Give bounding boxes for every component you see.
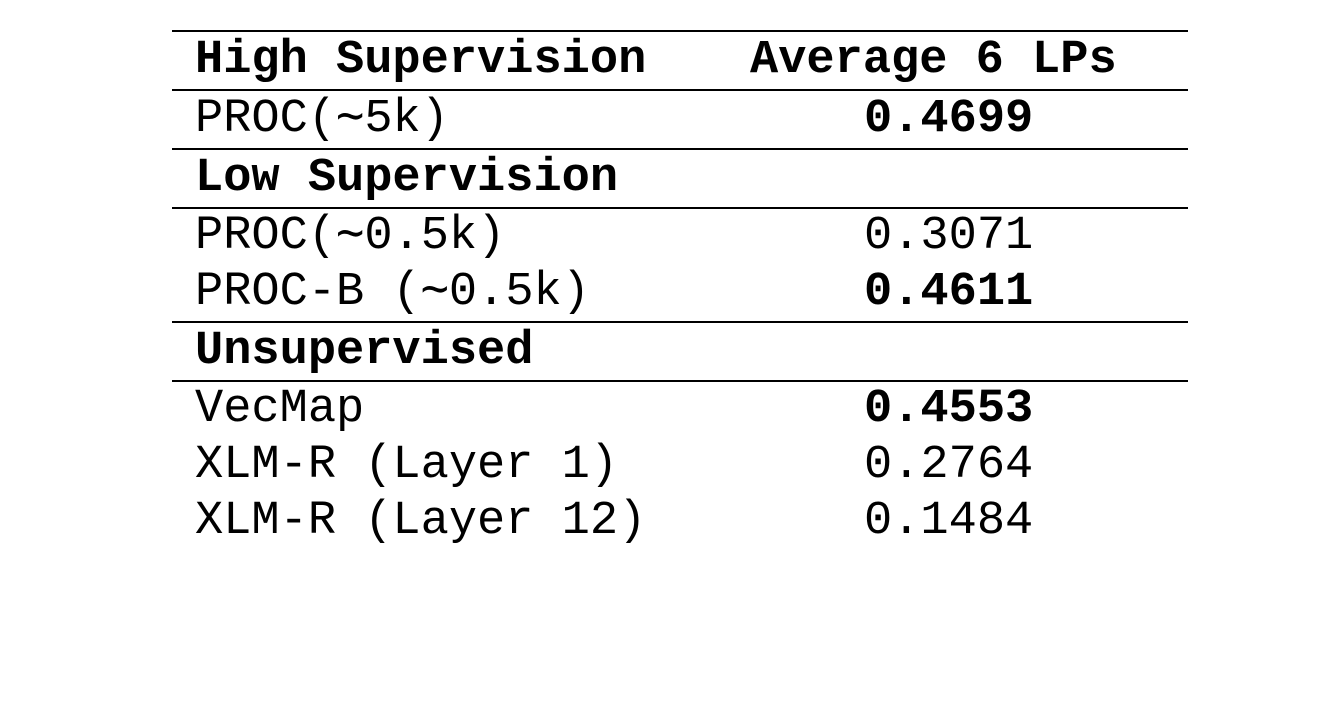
section-header-low-supervision: Low Supervision (172, 150, 1188, 207)
section-rule (172, 380, 1188, 382)
table-row: PROC-B (∼0.5k) 0.4611 (172, 265, 1188, 321)
table-header-row: High Supervision Average 6 LPs (172, 32, 1188, 89)
method-name: XLM-R (Layer 12) (195, 495, 647, 548)
score-value: 0.3071 (864, 210, 1034, 263)
section-rule (172, 148, 1188, 150)
section-label: Unsupervised (195, 325, 534, 378)
score-value: 0.4699 (864, 93, 1034, 146)
section-header-unsupervised: Unsupervised (172, 323, 1188, 380)
score-value: 0.4611 (864, 266, 1034, 319)
results-table: High Supervision Average 6 LPs PROC(∼5k)… (172, 30, 1188, 550)
method-name: XLM-R (Layer 1) (195, 439, 619, 492)
header-rule (172, 89, 1188, 91)
section-label: Low Supervision (195, 152, 619, 205)
table-row: VecMap 0.4553 (172, 382, 1188, 438)
table-row: XLM-R (Layer 1) 0.2764 (172, 438, 1188, 494)
table-row: PROC(∼5k) 0.4699 (172, 91, 1188, 148)
header-supervision-label: High Supervision (195, 34, 647, 87)
section-rule (172, 321, 1188, 323)
method-name: PROC(∼0.5k) (195, 210, 506, 263)
header-score-label: Average 6 LPs (750, 34, 1117, 87)
score-value: 0.4553 (864, 383, 1034, 436)
score-value: 0.2764 (864, 439, 1034, 492)
section-rule (172, 207, 1188, 209)
score-value: 0.1484 (864, 495, 1034, 548)
top-rule (172, 30, 1188, 32)
method-name: VecMap (195, 383, 365, 436)
table-row: PROC(∼0.5k) 0.3071 (172, 209, 1188, 265)
method-name: PROC-B (∼0.5k) (195, 266, 590, 319)
table-row: XLM-R (Layer 12) 0.1484 (172, 494, 1188, 550)
method-name: PROC(∼5k) (195, 93, 449, 146)
